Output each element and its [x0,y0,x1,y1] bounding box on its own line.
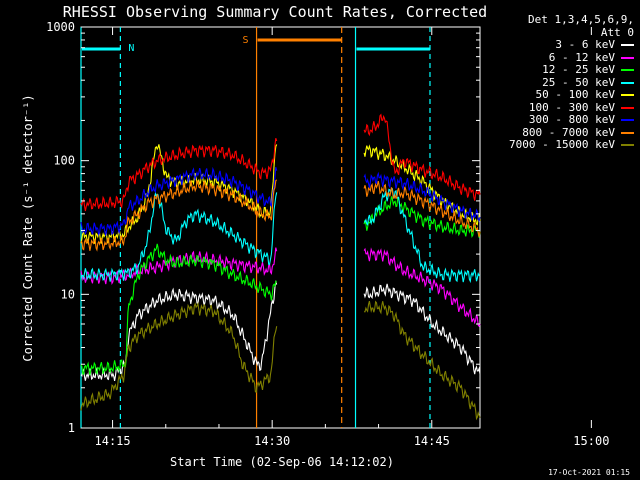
legend-label: 300 - 800 keV [528,113,615,126]
legend-label: 3 - 6 keV [555,38,615,51]
legend-label: 12 - 25 keV [542,63,615,76]
x-axis-label: Start Time (02-Sep-06 14:12:02) [170,455,394,469]
series-line-7-seg-0 [80,179,278,252]
plot-frame [80,26,481,429]
legend-swatch [621,81,634,84]
annotation-markers: NS [80,27,431,428]
legend-label: 6 - 12 keV [548,50,615,64]
y-tick-label: 100 [53,154,75,168]
y-axis-label: Corrected Count Rate (s⁻¹ detector⁻¹) [21,94,35,361]
series-line-1-seg-1 [363,247,481,328]
legend-swatch [621,69,634,72]
legend-entry: 7000 - 15000 keV [474,138,634,152]
x-tick-label: 14:30 [254,434,290,448]
legend-label: 800 - 7000 keV [522,125,615,139]
series-line-4-seg-0 [80,144,278,245]
legend-entry: 50 - 100 keV [474,88,634,102]
legend-swatch [621,106,634,109]
legend-swatch [621,131,634,134]
x-tick-label: 14:15 [95,434,131,448]
series-line-7-seg-1 [363,180,481,238]
series-line-3-seg-0 [80,191,278,282]
legend-entry: 300 - 800 keV [474,113,634,127]
legend-label: 7000 - 15000 keV [509,138,615,151]
series-line-5-seg-1 [363,113,481,201]
legend-entry: 6 - 12 keV [474,50,634,65]
series-line-3-seg-1 [363,187,481,284]
legend-entries: 3 - 6 keV 6 - 12 keV 12 - 25 keV 25 - 50 ke… [474,38,634,152]
series-line-2-seg-1 [363,196,481,239]
series-line-2-seg-0 [80,243,278,376]
y-axis-ticks: 1 10 100 1000 [46,20,480,435]
saa-marker-label: S [243,35,249,46]
x-tick-label: 14:45 [414,434,450,448]
series-line-0-seg-1 [363,283,481,375]
series-layer [80,113,481,421]
series-line-1-seg-0 [80,247,278,285]
legend-swatch [621,56,634,59]
legend-entry: 100 - 300 keV [474,100,634,115]
legend-label: 25 - 50 keV [542,75,615,89]
series-line-5-seg-0 [80,138,278,212]
legend-entry: 12 - 25 keV [474,63,634,77]
legend-label: 100 - 300 keV [528,100,615,114]
series-line-0-seg-0 [80,280,278,381]
series-line-6-seg-0 [80,166,278,237]
legend-entry: 25 - 50 keV [474,75,634,90]
series-line-8-seg-0 [80,301,278,411]
generated-timestamp: 17-Oct-2021 01:15 [548,468,630,477]
chart-title: RHESSI Observing Summary Count Rates, Co… [63,3,487,21]
series-line-6-seg-1 [363,171,481,223]
legend-entry: 800 - 7000 keV [474,125,634,140]
y-tick-label: 1000 [46,20,75,34]
y-tick-label: 1 [68,421,75,435]
x-tick-label: 15:00 [573,434,609,448]
legend-swatch [621,94,634,97]
legend-entry: 3 - 6 keV [474,38,634,52]
legend: Det 1,3,4,5,6,9, Att 0 3 - 6 keV 6 - 12 k… [474,13,634,152]
night-marker-label: N [128,43,134,54]
y-tick-label: 10 [61,287,75,301]
legend-swatch [621,119,634,122]
legend-swatch [621,44,634,47]
detector-label-line2: Att 0 [600,25,634,39]
detector-label-line1: Det 1,3,4,5,6,9, [528,13,634,26]
legend-swatch [621,144,634,147]
legend-label: 50 - 100 keV [535,88,615,101]
series-line-8-seg-1 [364,300,481,421]
